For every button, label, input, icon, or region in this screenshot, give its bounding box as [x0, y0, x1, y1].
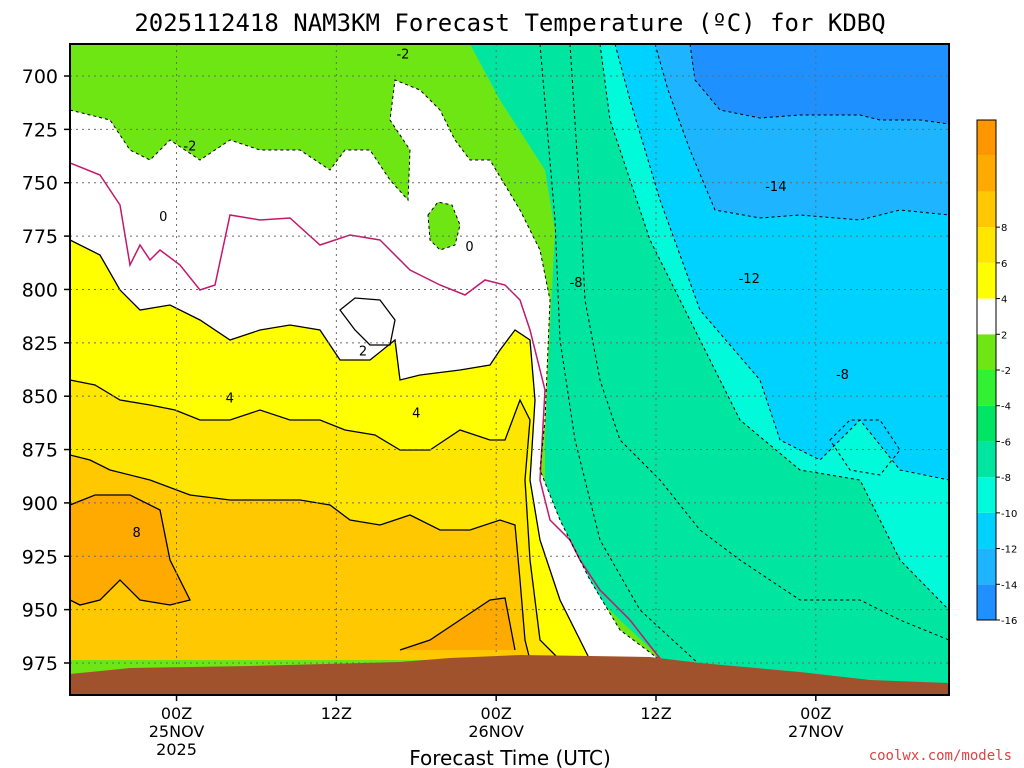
- colorbar-frame: [976, 119, 997, 621]
- colorbar-swatch-0: [977, 584, 996, 620]
- colorbar-label-2: -12: [1001, 545, 1017, 556]
- x-tick-label-0-0: 00Z: [161, 704, 192, 723]
- y-tick-label-725: 725: [22, 119, 58, 141]
- x-tick-label-2-1: 26NOV: [468, 722, 524, 741]
- x-tick-label-0-2: 2025: [156, 740, 197, 759]
- x-tick-label-0-1: 25NOV: [149, 722, 205, 741]
- x-tick-label-1-0: 12Z: [321, 704, 352, 723]
- y-tick-label-850: 850: [22, 386, 58, 408]
- y-tick-label-750: 750: [22, 173, 58, 195]
- colorbar-label-10: 6: [1001, 259, 1007, 270]
- contour-label-5: 4: [226, 391, 234, 406]
- colorbar: -16 -14 -12 -10 -8 -6 -4 -2 2 4 6 8: [976, 119, 1017, 627]
- y-tick-label-800: 800: [22, 279, 58, 301]
- contour-labels: -2 -2 0 0 2 4 4 8 -8 -12 -14 -8: [132, 48, 848, 541]
- contour-label-9: -12: [739, 272, 760, 287]
- colorbar-swatch-1: [977, 548, 996, 585]
- x-tick-label-4-1: 27NOV: [788, 722, 844, 741]
- chart-title: 2025112418 NAM3KM Forecast Temperature (…: [134, 9, 885, 37]
- fill-plus2-island: [340, 298, 395, 345]
- fill-minus16: [690, 44, 949, 124]
- contour-label-2: 0: [159, 210, 167, 225]
- fill-plus10: [70, 495, 190, 605]
- colorbar-label-8: 2: [1001, 330, 1007, 341]
- colorbar-label-6: -4: [1001, 402, 1011, 413]
- fill-green-blob: [428, 202, 460, 250]
- colorbar-swatch-2: [977, 512, 996, 549]
- y-tick-label-875: 875: [22, 440, 58, 462]
- contour-label-8: -8: [570, 276, 583, 291]
- y-tick-label-700: 700: [22, 66, 58, 88]
- contour-plus2: [70, 239, 591, 661]
- colorbar-swatch-6: [977, 370, 996, 406]
- contour-minus2-blob: [427, 201, 461, 251]
- contour-label-7: 8: [132, 526, 140, 541]
- terrain-surface: [70, 655, 949, 695]
- x-tick-label-2-0: 00Z: [481, 704, 512, 723]
- contour-minus2: [70, 79, 661, 661]
- colorbar-label-1: -14: [1001, 580, 1017, 591]
- contour-minus8-cell: [829, 419, 901, 476]
- x-tick-label-3-0: 12Z: [640, 704, 671, 723]
- colorbar-label-11: 8: [1001, 223, 1007, 234]
- contour-plus6: [70, 454, 531, 661]
- colorbar-label-9: 4: [1001, 295, 1007, 306]
- contour-plus8-lower: [399, 597, 516, 651]
- colorbar-label-5: -6: [1001, 437, 1011, 448]
- x-axis-label: Forecast Time (UTC): [409, 746, 611, 768]
- grid: [70, 44, 949, 695]
- contour-label-0: -2: [396, 48, 409, 63]
- colorbar-swatch-7: [977, 334, 996, 370]
- y-tick-label-900: 900: [22, 493, 58, 515]
- colorbar-swatch-11: [977, 191, 996, 228]
- colorbar-swatch-13: [977, 120, 996, 156]
- contour-minus8: [599, 44, 949, 611]
- contour-0c: [70, 162, 666, 666]
- site-credit: coolwx.com/models: [869, 748, 1012, 764]
- contour-minus4: [539, 44, 701, 666]
- contour-minus10: [614, 44, 949, 481]
- y-tick-label-825: 825: [22, 333, 58, 355]
- contour-plus8: [70, 494, 191, 606]
- y-tick-label-950: 950: [22, 600, 58, 622]
- y-tick-label-925: 925: [22, 546, 58, 568]
- contour-minus14: [689, 44, 949, 125]
- colorbar-label-0: -16: [1001, 616, 1017, 627]
- cold-contours: [70, 44, 949, 666]
- colorbar-swatch-3: [977, 477, 996, 513]
- colorbar-label-7: -2: [1001, 366, 1011, 377]
- colorbar-label-3: -10: [1001, 509, 1017, 520]
- y-tick-label-775: 775: [22, 226, 58, 248]
- contour-label-6: 4: [412, 406, 420, 421]
- y-axis: 700 725 750 775 800 825 850 875 900 925 950 975: [22, 66, 70, 675]
- contour-plus4: [70, 379, 561, 661]
- x-tick-label-4-0: 00Z: [800, 704, 831, 723]
- fill-plus8: [70, 455, 530, 660]
- colorbar-swatch-8: [977, 298, 996, 335]
- y-tick-label-975: 975: [22, 653, 58, 675]
- plot-frame: [69, 43, 950, 696]
- fill-plus10-lower: [400, 598, 515, 650]
- contour-minus12: [654, 44, 949, 221]
- contour-label-11: -8: [836, 368, 849, 383]
- colorbar-label-4: -8: [1001, 473, 1011, 484]
- colorbar-swatch-9: [977, 262, 996, 299]
- contour-label-10: -14: [765, 180, 786, 195]
- plot-area: -2 -2 0 0 2 4 4 8 -8 -12 -14 -8: [70, 44, 949, 695]
- colorbar-swatch-5: [977, 405, 996, 442]
- contour-label-3: 0: [465, 240, 473, 255]
- colorbar-swatch-4: [977, 441, 996, 478]
- contour-label-4: 2: [359, 344, 367, 359]
- contour-plus2-island: [339, 297, 396, 346]
- colorbar-swatch-12: [977, 155, 996, 192]
- colorbar-swatch-10: [977, 227, 996, 263]
- contour-label-1: -2: [183, 139, 196, 154]
